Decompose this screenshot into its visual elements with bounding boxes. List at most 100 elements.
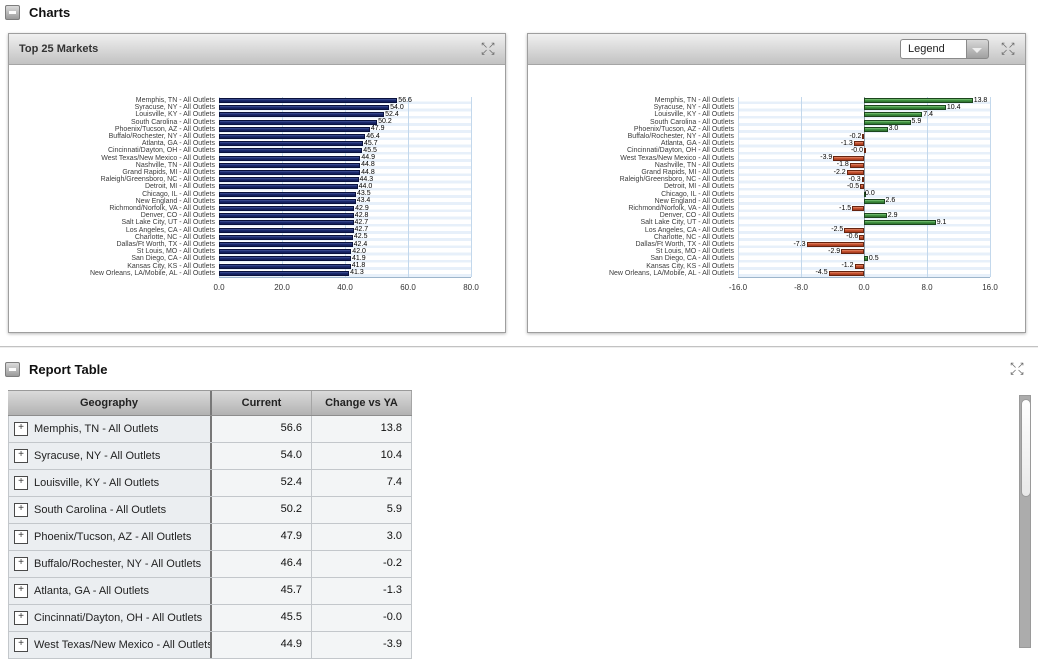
value-label: 0.5 [868,254,879,262]
bar[interactable] [833,155,864,161]
bar[interactable] [219,249,352,255]
maximize-panel-icon[interactable]: ↖↗ ↙↘ [479,41,497,57]
charts-section-title: Charts [29,5,71,20]
bar[interactable] [864,98,973,103]
table-row[interactable]: + West Texas/New Mexico - All Outlets 44.9… [8,632,412,659]
plus-icon[interactable]: + [14,503,28,517]
bar[interactable] [854,263,864,269]
bar[interactable] [852,206,864,211]
bar[interactable] [864,112,923,118]
bar[interactable] [219,256,351,262]
bar[interactable] [864,213,887,219]
bar[interactable] [219,162,361,168]
scrollbar-thumb[interactable] [1021,399,1031,497]
table-row[interactable]: + Phoenix/Tucson, AZ - All Outlets 47.9 3.0 [8,524,412,551]
value-label: 9.1 [936,218,947,226]
bar[interactable] [219,126,370,132]
plus-icon[interactable]: + [14,611,28,625]
maximize-report-icon[interactable]: ↖↗ ↙↘ [1008,361,1026,377]
bar[interactable] [864,126,888,132]
column-header[interactable]: Change vs YA [312,391,412,415]
bar[interactable] [219,234,353,240]
bar[interactable] [219,263,351,269]
bar[interactable] [219,184,358,190]
bar[interactable] [844,227,864,233]
bar[interactable] [219,191,356,197]
plot-area: 56.6 54.0 52.4 50.2 47.9 46.4 45.7 45.5 44.9 44.8… [219,97,472,278]
value-label: -1.2 [841,262,854,270]
bar[interactable] [864,148,866,154]
category-label: Memphis, TN - All Outlets [654,97,734,104]
chevron-down-icon[interactable] [966,39,989,59]
table-row[interactable]: + Cincinnati/Dayton, OH - All Outlets 45.5… [8,605,412,632]
plus-icon[interactable]: + [14,422,28,436]
plus-icon[interactable]: + [14,557,28,571]
bar[interactable] [864,220,936,226]
bar[interactable] [219,227,354,233]
bar[interactable] [841,249,864,255]
bar[interactable] [859,234,864,240]
bar[interactable] [219,242,353,247]
value-label: 2.9 [887,211,898,219]
collapse-report-icon[interactable] [5,362,20,377]
bar[interactable] [849,162,864,168]
bar[interactable] [828,270,864,276]
bar[interactable] [219,141,363,147]
category-label: New Orleans, LA/Mobile, AL - All Outlets [608,269,734,277]
category-label: Los Angeles, CA - All Outlets [644,226,734,234]
plus-icon[interactable]: + [14,530,28,544]
bar[interactable] [219,270,350,276]
category-label: New England - All Outlets [654,197,734,205]
column-header[interactable]: Geography [8,391,212,415]
bar[interactable] [219,98,398,103]
bar[interactable] [864,119,911,125]
value-label: -0.3 [848,175,861,183]
column-header[interactable]: Current [212,391,312,415]
bar[interactable] [219,119,378,125]
bar[interactable] [219,105,390,111]
bar[interactable] [864,191,866,197]
bar[interactable] [219,112,385,118]
bar[interactable] [846,170,864,175]
maximize-panel-icon[interactable]: ↖↗ ↙↘ [999,41,1017,57]
bar[interactable] [861,177,864,183]
plus-icon[interactable]: + [14,638,28,652]
panel-header: Top 25 Markets ↖↗ ↙↘ [9,34,505,65]
value-label: 41.3 [350,269,364,277]
bar[interactable] [219,198,356,204]
bar[interactable] [219,155,361,161]
table-row[interactable]: + Buffalo/Rochester, NY - All Outlets 46.4… [8,551,412,578]
bar[interactable] [864,256,868,262]
value-label: 44.8 [361,161,375,169]
plus-icon[interactable]: + [14,449,28,463]
bar[interactable] [219,177,359,183]
bar[interactable] [219,213,354,219]
plus-icon[interactable]: + [14,584,28,598]
table-row[interactable]: + Syracuse, NY - All Outlets 54.0 10.4 [8,443,412,470]
bar[interactable] [219,206,355,211]
bar[interactable] [219,220,354,226]
bar[interactable] [864,105,946,111]
value-label: 44.8 [361,168,375,176]
value-label: 3.0 [888,125,899,133]
bar[interactable] [219,148,363,154]
bar[interactable] [806,242,864,247]
legend-dropdown[interactable]: Legend [900,39,989,59]
bar[interactable] [219,134,366,139]
axis-tick-label: 0.0 [858,283,870,292]
vertical-scrollbar[interactable] [1019,395,1031,648]
table-row[interactable]: + Memphis, TN - All Outlets 56.6 13.8 [8,416,412,443]
collapse-charts-icon[interactable] [5,5,20,20]
bar[interactable] [862,134,865,139]
change-vs-ya-cell: 10.4 [312,443,412,469]
bar[interactable] [864,198,885,204]
geography-cell: + Buffalo/Rochester, NY - All Outlets [8,551,212,577]
bar[interactable] [860,184,864,190]
table-row[interactable]: + Louisville, KY - All Outlets 52.4 7.4 [8,470,412,497]
value-label: 0.0 [865,190,875,198]
plus-icon[interactable]: + [14,476,28,490]
table-row[interactable]: + South Carolina - All Outlets 50.2 5.9 [8,497,412,524]
table-row[interactable]: + Atlanta, GA - All Outlets 45.7 -1.3 [8,578,412,605]
bar[interactable] [219,170,361,175]
bar[interactable] [853,141,864,147]
